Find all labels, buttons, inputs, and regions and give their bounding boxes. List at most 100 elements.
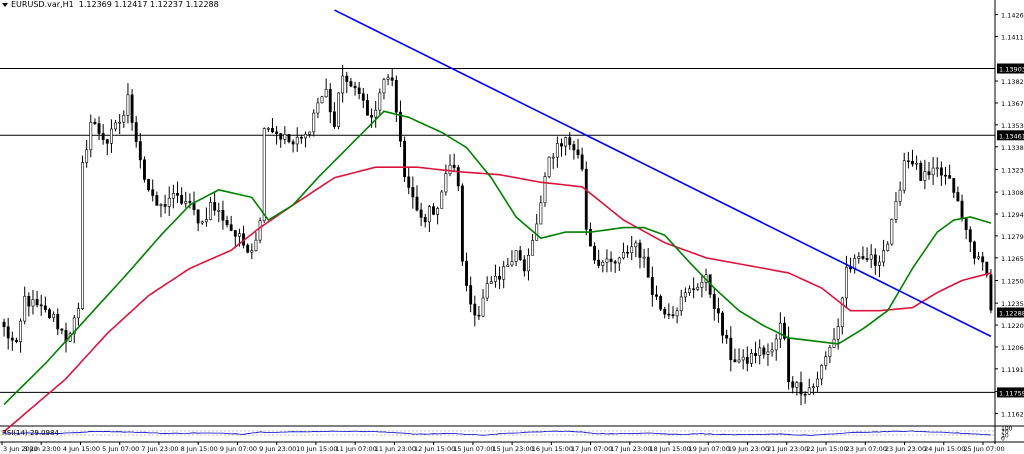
candle-body	[341, 75, 345, 94]
x-tick-label: 25 Jun 07:00	[963, 445, 1004, 453]
candle-body	[217, 209, 221, 212]
candle-body	[415, 196, 419, 211]
y-tick-label: 1.13085	[1001, 189, 1024, 197]
x-tick-label: 15 Jun 23:00	[492, 445, 533, 453]
x-tick-label: 3 Jun 2020	[3, 445, 38, 453]
candle-body	[688, 288, 691, 294]
candle-body	[465, 260, 468, 286]
candle-body	[626, 251, 630, 254]
candle-body	[911, 160, 914, 165]
candle-body	[894, 201, 898, 220]
candle-body	[679, 296, 683, 312]
candle-body	[15, 339, 18, 343]
descending-trendline[interactable]	[334, 9, 992, 338]
candle-body	[803, 393, 807, 396]
candle-body	[60, 328, 64, 331]
candle-body	[81, 162, 84, 309]
candle-body	[155, 195, 159, 206]
candle-body	[23, 295, 27, 322]
candle-body	[460, 185, 464, 262]
candle-body	[729, 337, 733, 361]
candle-body	[725, 335, 729, 339]
candle-body	[250, 250, 254, 253]
candle-body	[935, 167, 939, 170]
candle-body	[72, 317, 76, 335]
candle-body	[650, 276, 654, 296]
candle-body	[588, 228, 592, 247]
candle-body	[754, 353, 758, 356]
candle-body	[555, 143, 559, 158]
candle-body	[2, 321, 6, 328]
candle-body	[857, 256, 861, 259]
y-tick-label: 1.12060	[1001, 344, 1024, 352]
candle-body	[337, 92, 340, 127]
candle-body	[655, 294, 658, 297]
candle-body	[741, 356, 745, 361]
candle-body	[816, 378, 819, 388]
candle-body	[692, 288, 696, 291]
candle-body	[365, 100, 369, 116]
candle-body	[510, 261, 514, 266]
candle-body	[477, 314, 481, 317]
candle-body	[923, 171, 927, 181]
candle-body	[630, 246, 634, 254]
dropdown-triangle-icon[interactable]	[2, 2, 8, 7]
rsi-tick-label: 30	[1001, 433, 1009, 440]
candle-body	[968, 229, 972, 243]
candle-body	[853, 258, 857, 270]
candle-body	[39, 304, 43, 307]
candle-body	[762, 347, 766, 355]
candle-body	[886, 243, 890, 251]
candle-body	[353, 85, 357, 89]
candle-body	[985, 261, 989, 276]
chart-header: EURUSD.var,H1 1.12369 1.12417 1.12237 1.…	[2, 0, 219, 9]
candle-body	[283, 134, 287, 140]
x-tick-label: 17 Jun 23:00	[610, 445, 651, 453]
y-tick-label: 1.12650	[1001, 255, 1024, 263]
candle-body	[498, 275, 502, 280]
candle-body	[6, 326, 10, 339]
rsi-tick-label: 70	[1001, 429, 1009, 436]
candle-body	[237, 233, 241, 237]
candle-body	[89, 121, 93, 151]
candle-body	[865, 258, 869, 260]
candle-body	[489, 281, 493, 284]
candle-body	[778, 322, 782, 340]
candle-body	[382, 79, 386, 94]
y-tick-label: 1.12795	[1001, 233, 1024, 241]
candle-body	[452, 164, 456, 168]
candle-body	[613, 261, 617, 264]
candle-body	[787, 338, 791, 383]
candle-body	[811, 386, 815, 389]
candle-body	[118, 121, 122, 124]
level-price-label: 1.13903	[999, 66, 1024, 74]
rsi-label: RSI(14) 29.0984	[2, 429, 59, 437]
candle-body	[836, 326, 840, 340]
candle-body	[502, 266, 506, 280]
main-pane[interactable]: 1.14260 1.14115 1.13820 1.13675 1.13530 1.133…	[0, 0, 1024, 444]
candle-body	[390, 77, 394, 81]
candle-body	[43, 305, 47, 311]
candle-body	[254, 239, 258, 251]
candle-body	[733, 359, 737, 363]
candle-body	[878, 261, 881, 266]
candle-body	[403, 140, 407, 178]
candle-body	[514, 250, 518, 262]
candle-body	[163, 204, 167, 207]
candle-body	[167, 197, 171, 207]
candle-body	[105, 139, 109, 144]
candle-body	[622, 251, 625, 259]
candle-body	[448, 164, 452, 174]
y-tick-label: 1.13530	[1001, 122, 1024, 130]
candle-body	[279, 133, 283, 140]
candle-body	[931, 167, 935, 176]
candle-body	[473, 303, 477, 316]
candle-body	[820, 365, 824, 380]
candle-body	[378, 92, 382, 111]
x-tick-label: 5 Jun 07:00	[102, 445, 139, 453]
candle-body	[180, 195, 184, 204]
candle-body	[547, 156, 551, 177]
candle-body	[535, 223, 539, 241]
level-price-label: 1.11759	[999, 389, 1024, 397]
